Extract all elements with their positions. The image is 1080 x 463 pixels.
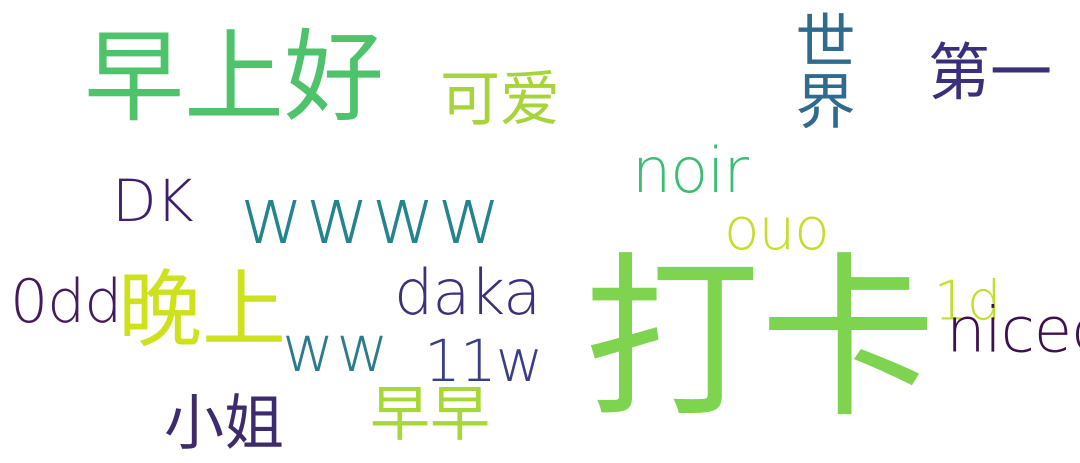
word-nicedd: nicedd: [946, 293, 1080, 367]
word-shijie: 世界: [785, 10, 855, 130]
word-dk: DK: [112, 167, 194, 235]
word-wanshang: 晚上: [118, 261, 287, 359]
word-ww: ww: [282, 313, 391, 387]
word-zaoshang-hao: 早上好: [84, 19, 384, 136]
word-0dd: 0dd: [10, 267, 122, 337]
word-xiaojie: 小姐: [164, 389, 284, 459]
word-noir: noir: [632, 134, 749, 207]
word-ouo: ouo: [724, 195, 830, 263]
word-keai: 可爱: [440, 65, 560, 135]
word-daka-chinese: 打卡: [584, 237, 937, 442]
word-diyi: 第一: [928, 36, 1053, 109]
word-daka-latin: daka: [394, 256, 541, 329]
word-11w: 11w: [424, 327, 543, 395]
word-zaozao: 早早: [370, 380, 490, 450]
word-wwww: wwww: [240, 172, 504, 262]
